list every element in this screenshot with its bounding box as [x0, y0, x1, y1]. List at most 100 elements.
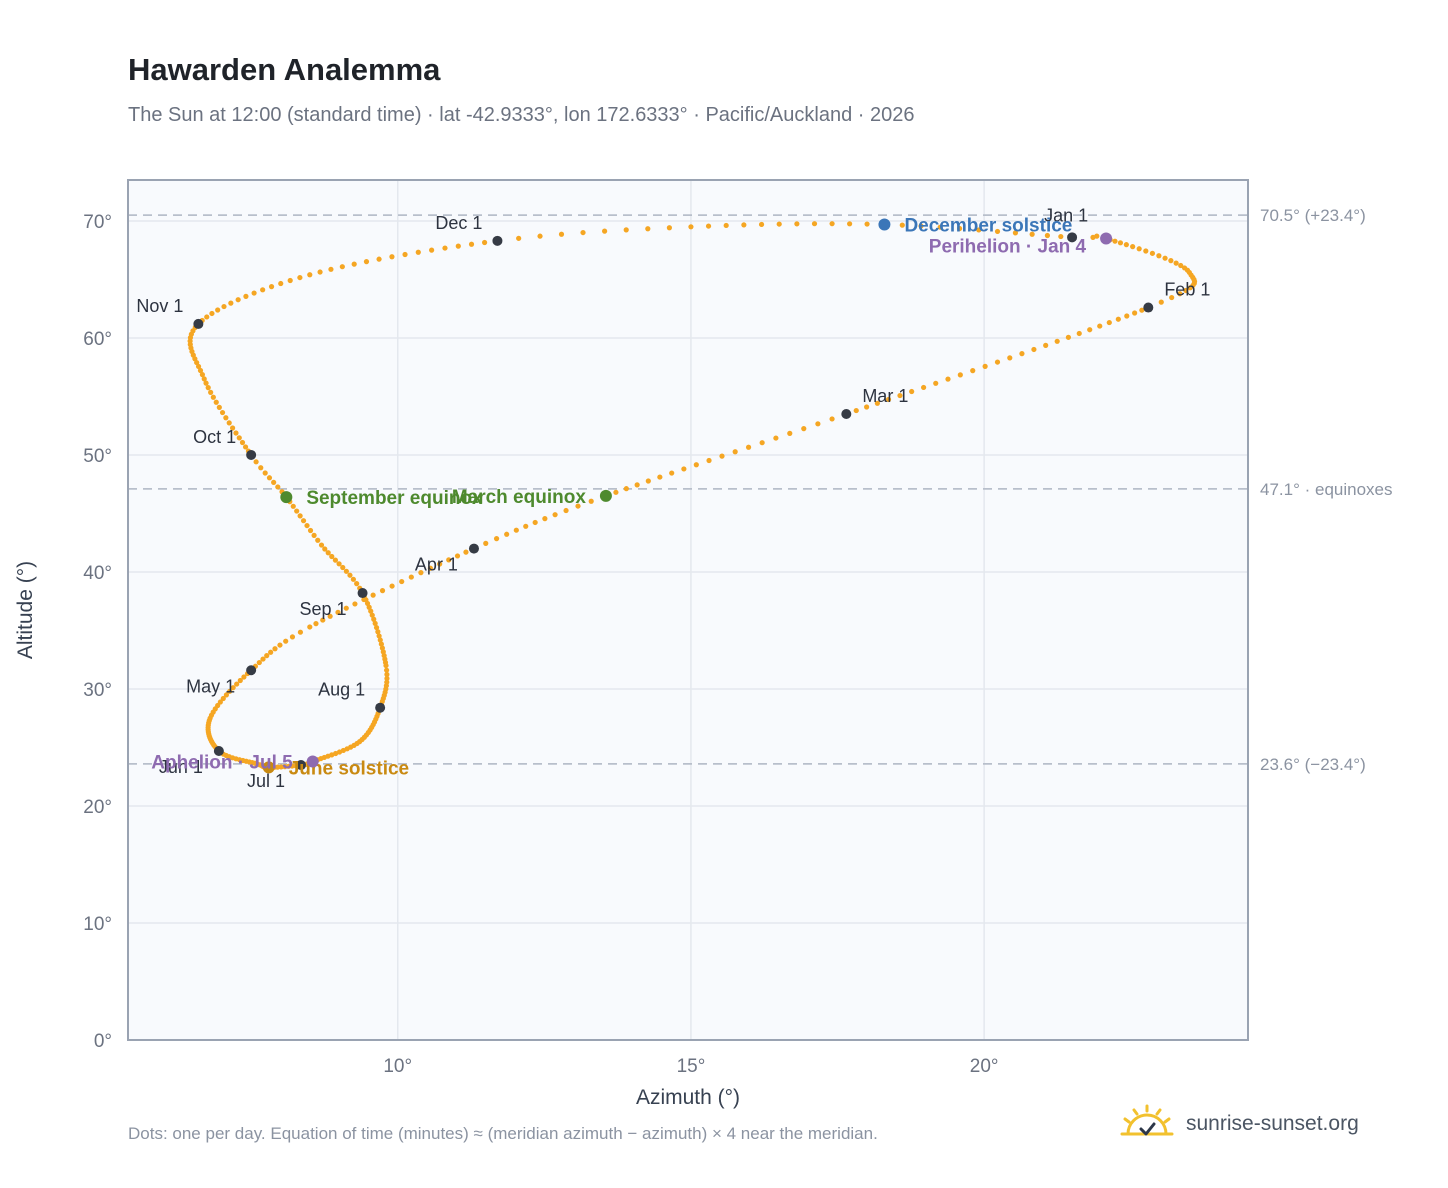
- day-dot: [313, 621, 319, 627]
- day-dot: [197, 367, 204, 374]
- day-dot: [741, 222, 747, 228]
- brand-logo[interactable]: sunrise-sunset.org: [1120, 1100, 1359, 1148]
- day-dot: [773, 435, 779, 441]
- day-dot: [483, 540, 489, 546]
- month-dot: [295, 760, 306, 771]
- day-dot: [230, 425, 236, 431]
- day-dot: [415, 249, 421, 255]
- day-dot: [563, 507, 569, 514]
- day-dot: [645, 478, 651, 484]
- day-dot: [239, 439, 246, 446]
- day-dot: [352, 601, 358, 607]
- day-dot: [343, 605, 349, 611]
- day-dot: [918, 223, 924, 229]
- y-axis-label: Altitude (°): [14, 561, 37, 659]
- day-dot: [1029, 231, 1035, 237]
- day-dot: [216, 404, 222, 410]
- y-tick-label: 10°: [83, 914, 112, 935]
- day-dot: [297, 274, 303, 281]
- day-dot: [311, 532, 317, 538]
- day-dot: [516, 235, 522, 241]
- day-dot: [1136, 246, 1142, 252]
- day-dot: [370, 592, 376, 598]
- day-dot: [829, 221, 835, 227]
- day-dot: [256, 659, 262, 666]
- day-dot: [706, 457, 712, 464]
- day-dot: [376, 256, 382, 262]
- month-label: Dec 1: [435, 213, 482, 233]
- day-dot: [558, 231, 565, 237]
- day-dot: [794, 221, 800, 227]
- day-dot: [1168, 258, 1174, 264]
- day-dot: [513, 527, 519, 533]
- day-dot: [377, 637, 383, 643]
- day-dot: [260, 656, 266, 662]
- day-dot: [317, 269, 323, 275]
- month-label: Jul 1: [247, 771, 285, 791]
- axis-ticks: 10° 15° 20° 0° 10° 20° 30° 40° 50° 60° 70°: [83, 212, 998, 1077]
- day-dot: [275, 484, 281, 490]
- day-dot: [384, 675, 390, 682]
- day-dot: [588, 498, 594, 504]
- day-dot: [1106, 319, 1112, 326]
- brand-name: sunrise-sunset.org: [1186, 1112, 1359, 1135]
- day-dot: [215, 307, 221, 313]
- y-tick-label: 40°: [83, 563, 112, 584]
- day-dot: [328, 266, 334, 272]
- day-dot: [1124, 313, 1130, 319]
- day-dot: [235, 297, 241, 303]
- x-tick-label: 15°: [677, 1056, 706, 1077]
- day-dot: [864, 404, 870, 410]
- month-label: Mar 1: [862, 386, 908, 406]
- day-dot: [776, 221, 782, 227]
- day-dot: [226, 420, 232, 426]
- day-dot: [287, 277, 293, 284]
- day-dot: [815, 421, 821, 427]
- event-label: March equinox: [452, 487, 587, 508]
- month-label: Sep 1: [300, 599, 347, 619]
- reference-line-label: 70.5° (+23.4°): [1260, 206, 1366, 225]
- month-dot: [213, 745, 224, 756]
- reference-line-label: 23.6° (−23.4°): [1260, 755, 1366, 774]
- day-dot: [264, 653, 270, 659]
- day-dot: [318, 542, 325, 548]
- day-dot: [210, 394, 216, 400]
- day-dot: [1012, 230, 1019, 236]
- day-dot: [613, 489, 619, 495]
- day-dot: [874, 400, 880, 406]
- chart-title: Hawarden Analemma: [128, 52, 441, 87]
- plot-frame: [127, 179, 1249, 1041]
- day-dot: [304, 522, 310, 529]
- day-dot: [1094, 233, 1100, 239]
- day-dot: [645, 226, 651, 232]
- day-dot: [454, 553, 461, 559]
- day-dot: [325, 550, 331, 556]
- day-dot: [1054, 338, 1060, 344]
- day-dot: [327, 613, 333, 619]
- day-dot: [688, 224, 694, 230]
- month-dot: [1143, 302, 1154, 313]
- chart-subtitle: The Sun at 12:00 (standard time) · lat -…: [128, 104, 915, 126]
- day-dot: [982, 363, 988, 369]
- day-dot: [347, 572, 353, 578]
- day-dot: [801, 426, 807, 432]
- event-label: December solstice: [904, 215, 1072, 236]
- day-dot: [300, 518, 307, 524]
- day-dot: [1156, 253, 1162, 259]
- day-dot: [897, 392, 903, 399]
- day-dot: [552, 512, 558, 518]
- day-dot: [282, 764, 288, 770]
- event-label: Perihelion · Jan 4: [929, 237, 1087, 258]
- plot-area: [128, 180, 1248, 1040]
- day-dot: [201, 376, 207, 382]
- day-dot: [278, 280, 284, 287]
- day-dot: [375, 629, 381, 635]
- day-dot: [378, 641, 384, 647]
- day-dot: [623, 486, 629, 492]
- day-dot: [204, 314, 210, 320]
- day-dot: [258, 465, 264, 471]
- day-dot: [1162, 255, 1168, 261]
- day-dot: [418, 570, 424, 576]
- day-dot: [885, 396, 892, 403]
- day-dot: [307, 624, 313, 630]
